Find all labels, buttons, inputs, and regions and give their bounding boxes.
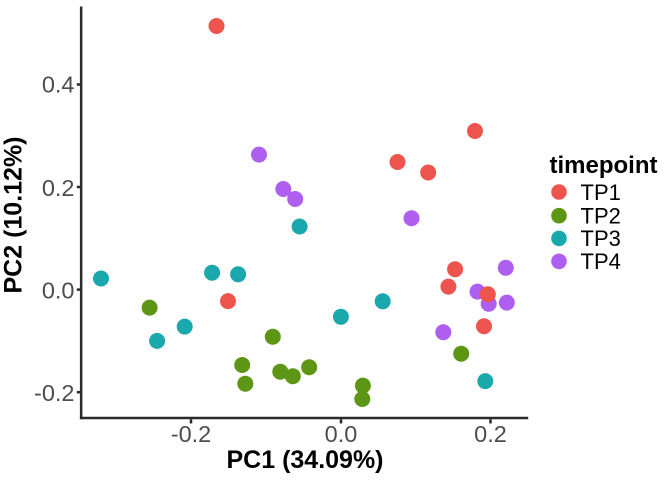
svg-text:TP1: TP1 <box>581 180 621 205</box>
svg-text:TP4: TP4 <box>581 249 621 274</box>
svg-text:PC1 (34.09%): PC1 (34.09%) <box>226 446 383 474</box>
svg-text:0.2: 0.2 <box>474 421 507 447</box>
svg-text:TP3: TP3 <box>581 226 621 251</box>
svg-text:0.0: 0.0 <box>42 278 75 304</box>
svg-text:-0.2: -0.2 <box>171 421 212 447</box>
svg-text:TP2: TP2 <box>581 204 621 229</box>
svg-text:0.2: 0.2 <box>42 175 75 201</box>
svg-text:timepoint: timepoint <box>550 152 658 179</box>
svg-text:0.0: 0.0 <box>325 421 358 447</box>
svg-text:-0.2: -0.2 <box>34 380 75 406</box>
svg-text:0.4: 0.4 <box>42 72 75 98</box>
svg-text:PC2 (10.12%): PC2 (10.12%) <box>0 136 28 293</box>
